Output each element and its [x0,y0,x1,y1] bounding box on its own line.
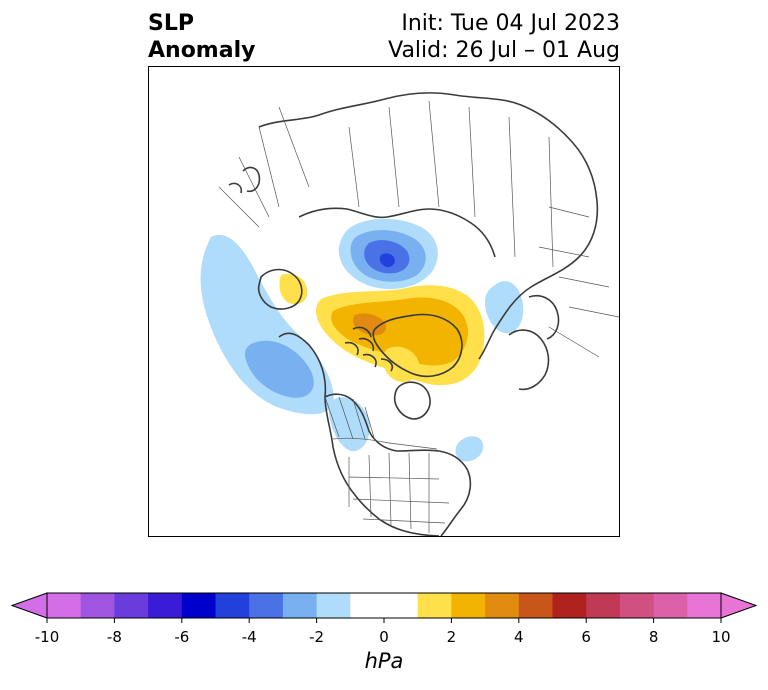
anomaly-atlantic-negative [455,436,484,462]
colorbar-segment [687,593,722,618]
border-canada-us [332,437,438,450]
border-russia-internal [348,100,554,268]
map-panel [148,66,620,537]
colorbar-segment [552,593,587,618]
colorbar-segment [384,593,419,618]
colorbar-segment [215,593,250,618]
colorbar-segment [282,593,318,618]
colorbar-segment [47,593,82,618]
colorbar-tick-label: 2 [446,628,457,646]
coastlines [228,92,599,536]
coast-alaska [257,268,303,310]
coast-greenland [372,313,463,378]
border-asia [218,106,310,228]
colorbar-tick-label: -10 [34,628,60,646]
title-line-2: Anomaly [148,38,256,63]
anomaly-bering-core [245,340,314,398]
colorbar-segment [485,593,520,618]
coast-europe [508,295,560,391]
colorbar-segment [181,593,216,618]
colorbar-extend-min [10,592,48,619]
coast-eurasia [258,92,599,360]
colorbar-tick-label: -8 [106,628,122,646]
anomaly-canada-negative [328,397,370,452]
colorbar-segment [114,593,149,618]
colorbar-segment [148,593,183,618]
anomaly-alaska-positive [279,273,308,305]
colorbar-segment [80,593,115,618]
colorbar-tick-label: 6 [581,628,591,646]
colorbar-segment [518,593,553,618]
colorbar-tick-label: 0 [379,628,389,646]
valid-range-label: Valid: 26 Jul – 01 Aug [388,38,620,63]
border-canada-provinces [324,396,376,442]
polar-map [200,92,619,536]
coast-japan [228,166,261,194]
coast-hudson-bay [393,381,431,420]
chart-title: SLP Anomaly [148,10,255,64]
init-date-label: Init: Tue 04 Jul 2023 [401,11,620,36]
colorbar-segment [249,593,284,618]
colorbar-segment [619,593,655,618]
colorbar-tick-label: -6 [174,628,190,646]
colorbar-svg [10,592,758,623]
country-borders [218,100,619,533]
colorbar-tick-label: 4 [514,628,524,646]
anomaly-fields [200,218,524,462]
colorbar [0,585,768,686]
anomaly-greenland-positive-core [353,313,387,336]
coast-arctic-archipelago [344,326,394,372]
colorbar-segment [451,593,486,618]
colorbar-unit-label: hPa [364,649,404,673]
colorbar-segment [316,593,351,618]
colorbar-extend-max [720,592,758,619]
date-info: Init: Tue 04 Jul 2023 Valid: 26 Jul – 01… [388,10,620,64]
colorbar-segment [350,593,385,618]
colorbar-segment [653,593,688,618]
anomaly-siberia-negative [485,281,524,334]
anomaly-barents-negative-core [379,253,395,268]
border-us-states [348,452,450,533]
colorbar-tick-label: -4 [241,628,257,646]
colorbar-segment [417,593,452,618]
colorbar-tick-label: 10 [711,628,731,646]
colorbar-tick-label: 8 [648,628,659,646]
title-line-1: SLP [148,11,194,36]
coast-siberia-north [298,207,496,258]
border-europe [538,206,619,358]
colorbar-segment [586,593,621,618]
colorbar-tick-label: -2 [309,628,325,646]
